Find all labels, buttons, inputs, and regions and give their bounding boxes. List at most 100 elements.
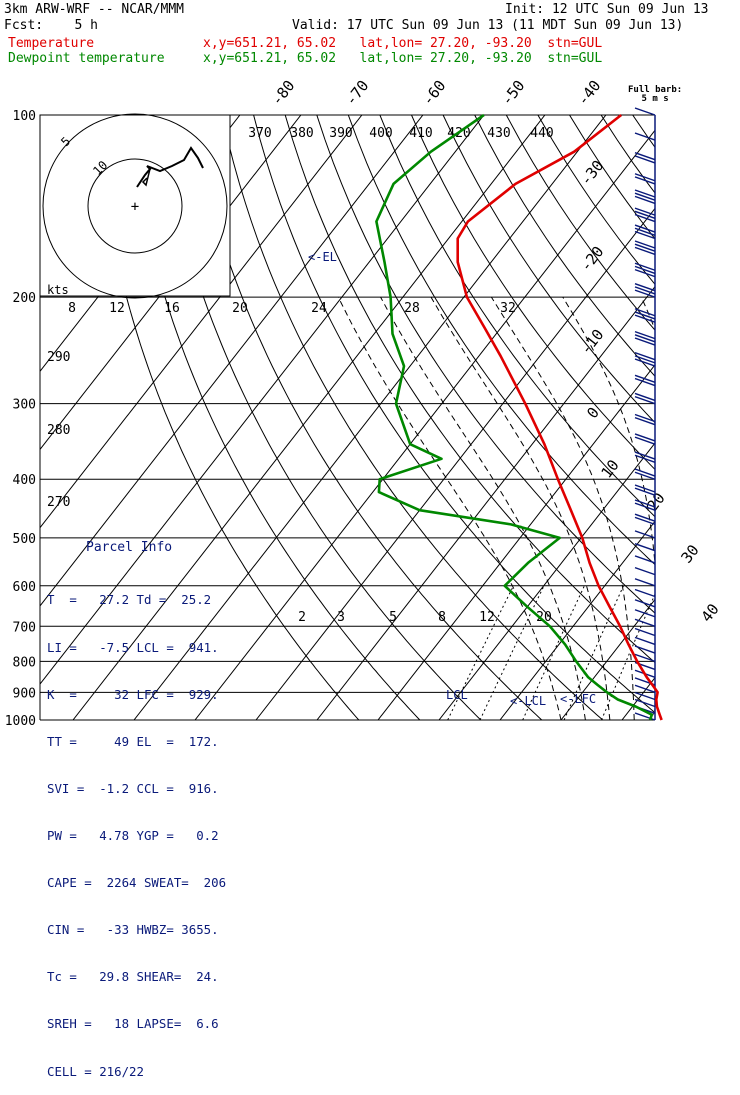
dry-adiabat-line: [475, 115, 740, 720]
dewpoint-legend-label: Dewpoint temperature: [8, 52, 165, 66]
pressure-tick-label: 700: [13, 620, 36, 635]
isotherm-line: [378, 115, 740, 720]
wind-barb-flag: [635, 375, 655, 382]
theta-left-label: 280: [47, 423, 70, 438]
dewpoint-line: [376, 115, 651, 720]
wind-barb: [635, 434, 655, 444]
hodograph-axis-label: 24: [311, 301, 327, 316]
isotherm-label: 10: [597, 456, 622, 481]
wind-barb-flag: [635, 353, 655, 360]
parcel-row: CELL = 216/22: [47, 1064, 247, 1080]
isotherm-label: -20: [577, 243, 608, 275]
theta-label: 370: [248, 126, 271, 141]
isotherm-label: -40: [574, 77, 605, 109]
dry-adiabat-line: [317, 115, 740, 720]
wind-barb-flag: [635, 284, 655, 291]
wind-barb: [635, 629, 655, 636]
wind-barb-flag: [635, 619, 655, 626]
parcel-row: T = 27.2 Td = 25.2: [47, 592, 247, 608]
pressure-tick-label: 300: [13, 398, 36, 413]
wind-barb-flag: [635, 244, 655, 251]
wind-barb: [635, 485, 655, 495]
hodograph-unit: kts: [47, 283, 69, 297]
temperature-legend-label: Temperature: [8, 37, 94, 51]
wind-barb: [635, 579, 655, 586]
wind-barb-flag: [635, 315, 655, 322]
mixing-ratio-line: [651, 586, 705, 720]
wind-barb-flag: [635, 472, 655, 479]
wind-barb-flag: [635, 393, 655, 400]
isotherm-label: 0: [583, 404, 603, 422]
parcel-info-table: T = 27.2 Td = 25.2 LI = -7.5 LCL = 941. …: [47, 561, 247, 1095]
theta-left-label: 290: [47, 350, 70, 365]
el-label: <-EL: [308, 250, 337, 264]
wind-barb-flag: [635, 177, 655, 184]
header-init: Init: 12 UTC Sun 09 Jun 13: [505, 3, 709, 17]
wind-barb-flag: [635, 196, 655, 203]
wind-barb: [635, 514, 655, 524]
wind-barb-flag: [635, 108, 655, 115]
wind-barb: [635, 637, 655, 644]
header-valid: Valid: 17 UTC Sun 09 Jun 13 (11 MDT Sun …: [292, 19, 683, 33]
temperature-location: x,y=651.21, 65.02 lat,lon= 27.20, -93.20…: [203, 37, 602, 51]
theta-label: 430: [487, 126, 510, 141]
dry-adiabat-line: [728, 115, 740, 720]
lcl-marker-label: LCL: [446, 688, 468, 702]
wind-barb-flag: [635, 469, 655, 476]
lfc-label: <-LFC: [560, 692, 596, 706]
parcel-row: LI = -7.5 LCL = 941.: [47, 640, 247, 656]
moist-adiabat-line: [338, 297, 561, 720]
wind-barb: [635, 375, 655, 385]
wind-barb-flag: [635, 629, 655, 636]
wind-barb: [635, 332, 655, 345]
isotherm-line: [317, 115, 740, 720]
wind-barb: [635, 208, 655, 221]
wind-barb-flag: [635, 452, 655, 459]
parcel-row: Tc = 29.8 SHEAR= 24.: [47, 969, 247, 985]
wind-barb-flag: [635, 514, 655, 521]
wind-barb-flag: [635, 241, 655, 248]
wind-barb-flag: [635, 263, 655, 270]
parcel-row: PW = 4.78 YGP = 0.2: [47, 828, 247, 844]
pressure-tick-label: 500: [13, 532, 36, 547]
hodograph-axis-label: 20: [232, 301, 248, 316]
parcel-row: CAPE = 2264 SWEAT= 206: [47, 875, 247, 891]
wind-barb-flag: [635, 228, 655, 235]
wind-barb-flag: [635, 156, 655, 163]
dry-adiabat-line: [633, 115, 740, 720]
theta-label: 400: [369, 126, 392, 141]
dry-adiabat-line: [506, 115, 740, 720]
lcl-label: <-LCL: [510, 694, 546, 708]
pressure-tick-label: 200: [13, 291, 36, 306]
wind-barb: [635, 153, 655, 163]
parcel-info-title: Parcel Info: [86, 540, 172, 555]
theta-label: 390: [329, 126, 352, 141]
hodograph-axis-label: 32: [500, 301, 516, 316]
theta-label: 380: [290, 126, 313, 141]
isotherm-line: [622, 115, 740, 720]
wind-barb: [635, 241, 655, 254]
pressure-tick-label: 900: [13, 686, 36, 701]
mixing-ratio-label: 2: [298, 610, 306, 625]
wind-barb-flag: [635, 379, 655, 386]
mixing-ratio-label: 5: [389, 610, 397, 625]
isotherm-label: 40: [697, 600, 722, 625]
isotherm-label: -50: [498, 77, 529, 109]
wind-barb-flag: [635, 556, 655, 563]
parcel-row: SVI = -1.2 CCL = 916.: [47, 781, 247, 797]
wind-barb-flag: [635, 646, 655, 653]
wind-barb-flag: [635, 434, 655, 441]
wind-barb-flag: [635, 270, 655, 277]
hodograph-axis-label: 8: [68, 301, 76, 316]
parcel-row: TT = 49 EL = 172.: [47, 734, 247, 750]
moist-adiabat-line: [431, 297, 610, 720]
dry-adiabat-line: [696, 115, 740, 720]
parcel-row: CIN = -33 HWBZ= 3655.: [47, 922, 247, 938]
wind-barb-flag: [635, 332, 655, 339]
pressure-tick-label: 400: [13, 473, 36, 488]
moist-adiabat-line: [491, 297, 634, 720]
pressure-tick-label: 1000: [5, 714, 36, 729]
dry-adiabat-line: [664, 115, 740, 720]
wind-barb: [635, 590, 655, 597]
wind-barb: [635, 619, 655, 626]
